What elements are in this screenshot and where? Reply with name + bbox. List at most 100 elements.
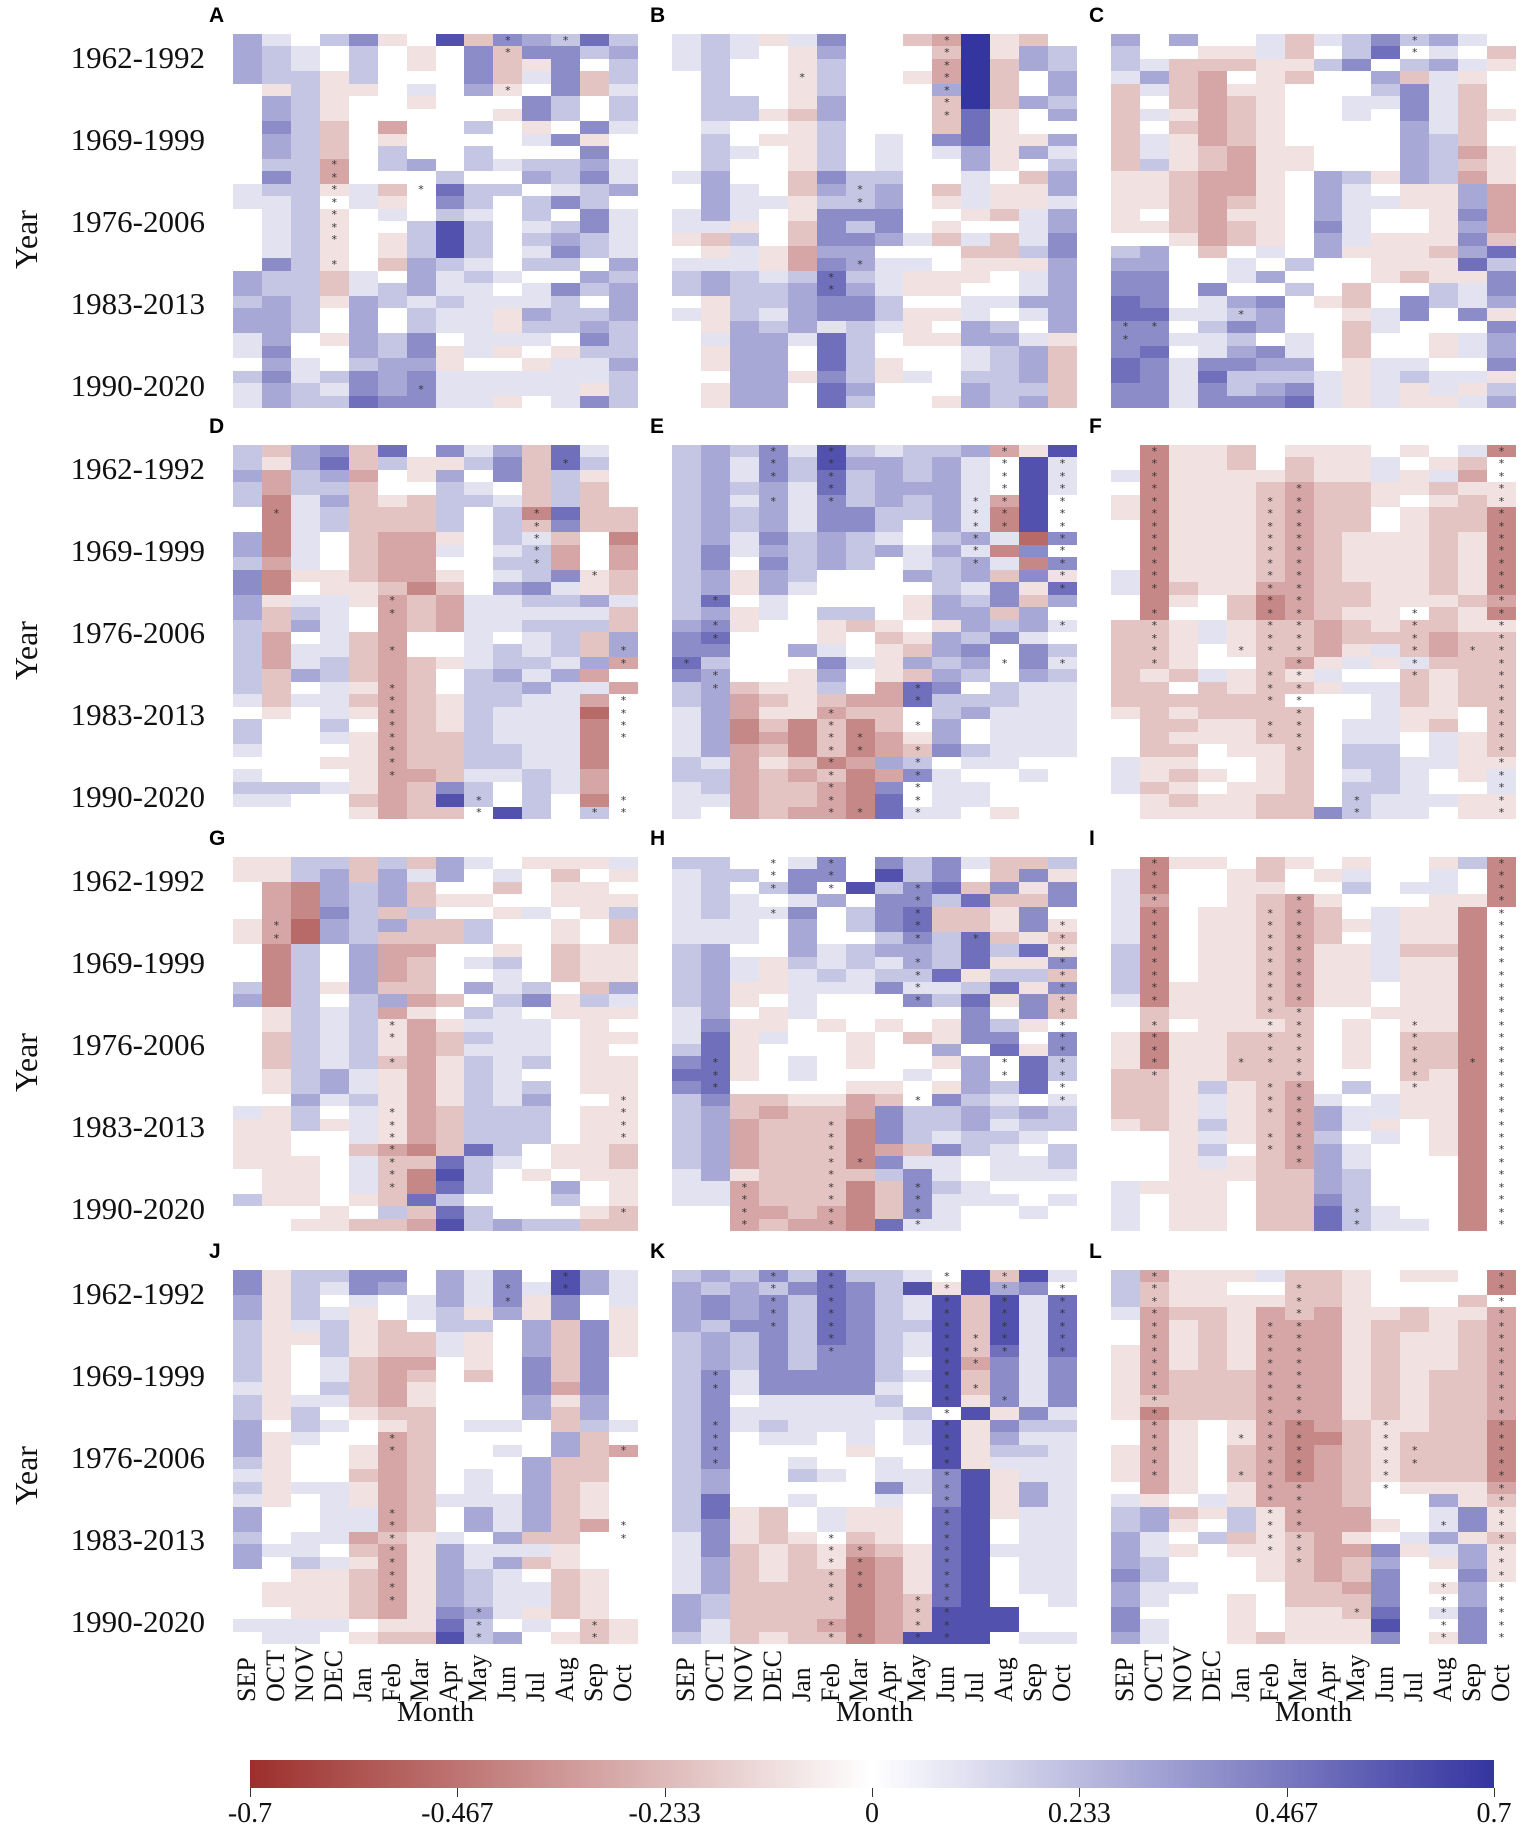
heatmap-cell <box>262 1532 291 1544</box>
heatmap-cell <box>1429 196 1458 208</box>
heatmap-cell <box>522 732 551 744</box>
significance-marker: * <box>828 720 834 731</box>
heatmap-cell: * <box>1140 932 1169 944</box>
heatmap-cell <box>990 1382 1019 1394</box>
heatmap-cell <box>1019 769 1048 781</box>
heatmap-cell <box>961 1181 990 1193</box>
heatmap-cell <box>903 271 932 283</box>
heatmap-cell <box>1371 507 1400 519</box>
heatmap-cell <box>320 1169 349 1181</box>
heatmap-cell <box>730 794 759 806</box>
heatmap-cell <box>551 1432 580 1444</box>
heatmap-cell <box>609 994 638 1006</box>
heatmap-cell <box>609 221 638 233</box>
heatmap-cell <box>262 96 291 108</box>
heatmap-cell <box>1019 71 1048 83</box>
significance-marker: * <box>563 458 569 469</box>
heatmap-cell <box>291 1320 320 1332</box>
heatmap-cell <box>493 1307 522 1319</box>
heatmap-cell <box>320 1582 349 1594</box>
heatmap-cell <box>1169 944 1198 956</box>
heatmap-cell <box>1285 184 1314 196</box>
heatmap-cell <box>932 445 961 457</box>
heatmap-cell <box>1019 919 1048 931</box>
heatmap-cell <box>1314 732 1343 744</box>
heatmap-cell <box>1458 1094 1487 1106</box>
heatmap-cell: * <box>378 1544 407 1556</box>
heatmap-cell: * <box>1048 1295 1077 1307</box>
heatmap-cell <box>903 1295 932 1307</box>
heatmap-cell: * <box>1048 532 1077 544</box>
heatmap-cell <box>436 869 465 881</box>
heatmap-cell <box>1198 1094 1227 1106</box>
heatmap-cell: * <box>1285 1056 1314 1068</box>
significance-marker: * <box>1499 732 1505 743</box>
heatmap-cell <box>1019 1345 1048 1357</box>
heatmap-cell <box>1285 258 1314 270</box>
significance-marker: * <box>1002 471 1008 482</box>
heatmap-cell <box>759 1332 788 1344</box>
heatmap-cell <box>233 96 262 108</box>
heatmap-cell <box>1487 159 1516 171</box>
significance-marker: * <box>1499 995 1505 1006</box>
heatmap-cell <box>1342 445 1371 457</box>
heatmap-cell <box>875 296 904 308</box>
heatmap-cell <box>1458 171 1487 183</box>
heatmap-cell <box>464 694 493 706</box>
heatmap-cell <box>1019 159 1048 171</box>
heatmap-cell <box>701 507 730 519</box>
heatmap-cell <box>1458 807 1487 819</box>
heatmap-cell <box>436 134 465 146</box>
heatmap-cell <box>320 1469 349 1481</box>
heatmap-cell <box>1342 258 1371 270</box>
significance-marker: * <box>389 1533 395 1544</box>
heatmap-cell <box>846 1332 875 1344</box>
heatmap-cell <box>961 1032 990 1044</box>
heatmap-cell <box>759 1007 788 1019</box>
heatmap-cell <box>1198 109 1227 121</box>
heatmap-cell <box>407 1131 436 1143</box>
significance-marker: * <box>1060 458 1066 469</box>
heatmap-cell: * <box>903 807 932 819</box>
heatmap-cell <box>1111 769 1140 781</box>
heatmap-cell <box>730 595 759 607</box>
heatmap-cell <box>1227 233 1256 245</box>
heatmap-cell: * <box>759 445 788 457</box>
heatmap-cell <box>436 707 465 719</box>
significance-marker: * <box>915 1219 921 1230</box>
heatmap-cell <box>817 545 846 557</box>
heatmap-cell <box>320 932 349 944</box>
heatmap-cell <box>551 694 580 706</box>
heatmap-cell <box>349 333 378 345</box>
heatmap-cell <box>1198 620 1227 632</box>
heatmap-cell <box>1111 632 1140 644</box>
significance-marker: * <box>1499 608 1505 619</box>
heatmap-cell <box>1487 134 1516 146</box>
heatmap-cell <box>1487 171 1516 183</box>
heatmap-cell <box>961 969 990 981</box>
significance-marker: * <box>770 446 776 457</box>
heatmap-cell <box>903 482 932 494</box>
heatmap-cell <box>1458 869 1487 881</box>
heatmap-cell: * <box>817 1332 846 1344</box>
heatmap-cell <box>730 159 759 171</box>
heatmap-cell <box>436 396 465 408</box>
heatmap-cell <box>788 644 817 656</box>
heatmap-cell <box>817 371 846 383</box>
heatmap-cell: * <box>817 495 846 507</box>
heatmap-cell <box>1400 557 1429 569</box>
heatmap-cell <box>262 1370 291 1382</box>
heatmap-cell <box>580 1482 609 1494</box>
heatmap-cell <box>1227 1119 1256 1131</box>
significance-marker: * <box>742 1219 748 1230</box>
heatmap-cell <box>701 907 730 919</box>
significance-marker: * <box>1499 1082 1505 1093</box>
heatmap-cell <box>875 507 904 519</box>
heatmap-cell <box>320 669 349 681</box>
heatmap-cell <box>291 1594 320 1606</box>
heatmap-cell <box>1111 258 1140 270</box>
significance-marker: * <box>1296 957 1302 968</box>
heatmap-cell <box>817 582 846 594</box>
heatmap-cell <box>1400 146 1429 158</box>
heatmap-cell <box>609 1307 638 1319</box>
